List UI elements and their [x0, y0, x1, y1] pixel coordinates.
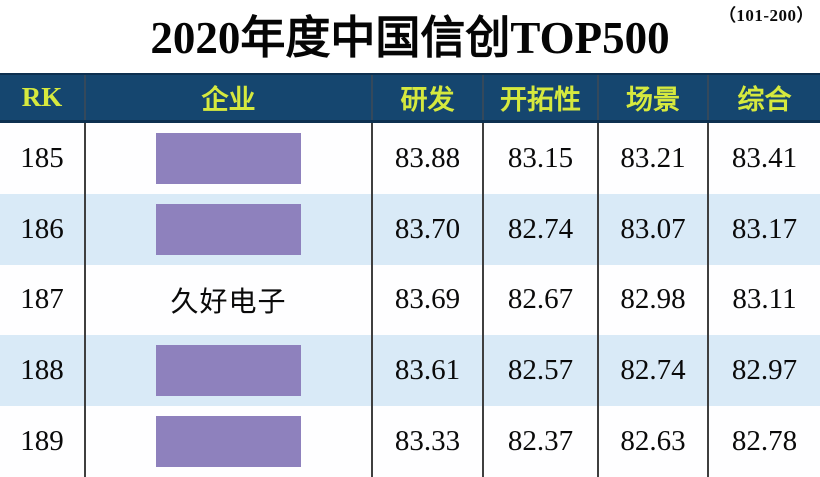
page-title: 2020年度中国信创TOP500	[150, 13, 670, 63]
rank-cell: 187	[0, 264, 86, 336]
score-cell-pioneer: 82.74	[484, 193, 599, 265]
score-cell-overall: 83.11	[732, 283, 797, 316]
title-area: 2020年度中国信创TOP500	[0, 0, 820, 73]
score-cell-pioneer: 82.57	[484, 335, 599, 407]
score-cell-scene: 83.07	[599, 193, 709, 265]
score-cell-scene: 82.63	[599, 406, 709, 477]
score-cell-overall: 83.41	[731, 141, 798, 174]
score-cell-rd: 83.88	[373, 123, 484, 194]
table-row: 189 83.33 82.37 82.63 82.78	[0, 406, 820, 477]
table-row: 187 久好电子 83.69 82.67 82.98 83.11	[0, 264, 820, 336]
redacted-company-box	[156, 132, 301, 184]
company-cell	[86, 335, 373, 407]
company-cell	[86, 193, 373, 265]
score-cell-pioneer: 82.37	[484, 406, 599, 477]
table-body: 185 83.88 83.15 83.21 83.41 186 83.70 82…	[0, 123, 820, 477]
score-cell-pioneer: 82.67	[484, 264, 599, 336]
rank-cell: 188	[0, 335, 86, 407]
score-cell-scene: 83.21	[599, 123, 709, 194]
rank-cell: 186	[0, 193, 86, 265]
score-cell-rd: 83.33	[373, 406, 484, 477]
redacted-company-box	[156, 203, 301, 255]
company-cell: 久好电子	[86, 264, 373, 336]
score-cell-rd: 83.61	[373, 335, 484, 407]
header-cell-rd: 研发	[373, 75, 484, 120]
ranking-table: RK 企业 研发 开拓性 场景 综合 185 83.88 83.15 83.21…	[0, 73, 820, 477]
header-cell-rk: RK	[0, 75, 86, 120]
rank-cell: 189	[0, 406, 86, 477]
company-cell	[86, 123, 373, 194]
company-name: 久好电子	[170, 286, 287, 318]
rank-cell: 185	[0, 123, 86, 194]
header-cell-pioneer: 开拓性	[484, 75, 599, 120]
table-row: 185 83.88 83.15 83.21 83.41	[0, 123, 820, 194]
table-row: 188 83.61 82.57 82.74 82.97	[0, 335, 820, 407]
company-cell	[86, 406, 373, 477]
score-cell-overall: 82.97	[731, 354, 798, 387]
score-cell-rd: 83.70	[373, 193, 484, 265]
redacted-company-box	[156, 345, 301, 397]
table-row: 186 83.70 82.74 83.07 83.17	[0, 193, 820, 265]
range-label: （101-200）	[718, 6, 814, 25]
score-cell-pioneer: 83.15	[484, 123, 599, 194]
score-cell-scene: 82.74	[599, 335, 709, 407]
table-header-row: RK 企业 研发 开拓性 场景 综合	[0, 73, 820, 123]
score-cell-overall: 83.17	[731, 212, 798, 245]
redacted-company-box	[156, 416, 301, 468]
header-cell-overall: 综合	[737, 85, 792, 115]
score-cell-overall: 82.78	[731, 425, 798, 458]
score-cell-scene: 82.98	[599, 264, 709, 336]
header-cell-company: 企业	[86, 75, 373, 120]
header-cell-scene: 场景	[599, 75, 709, 120]
score-cell-rd: 83.69	[373, 264, 484, 336]
